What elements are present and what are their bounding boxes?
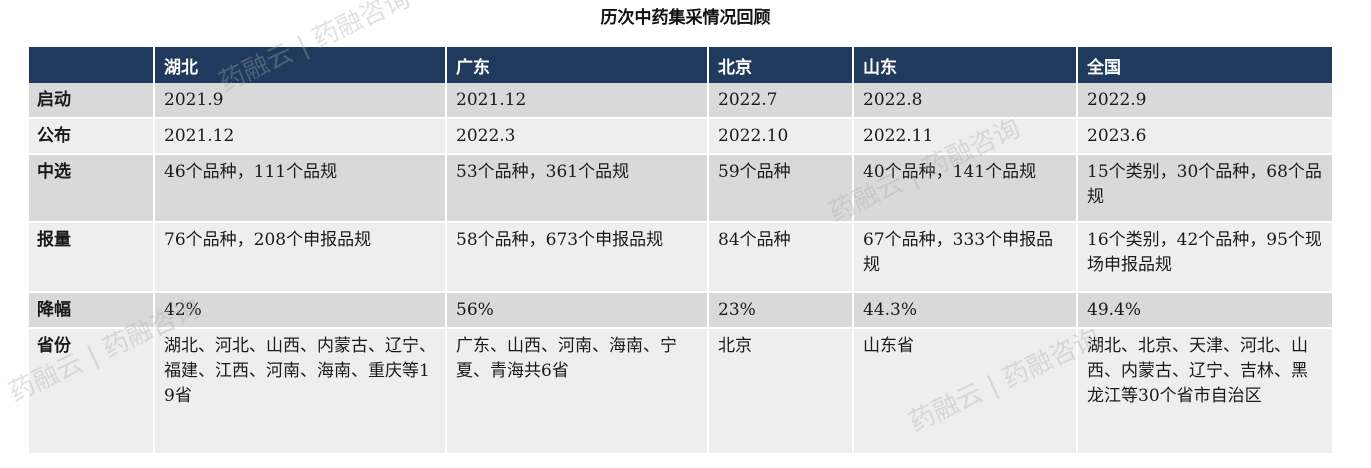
- table-cell: 15个类别，30个品种，68个品规: [1077, 154, 1334, 223]
- header-shandong: 山东: [853, 47, 1078, 83]
- table-cell: 山东省: [853, 328, 1078, 455]
- table-cell: 42%: [154, 292, 447, 329]
- row-label-start: 启动: [29, 83, 155, 119]
- row-label-reduction: 降幅: [29, 292, 155, 329]
- table-cell: 46个品种，111个品规: [154, 154, 447, 223]
- row-label-publish: 公布: [29, 118, 155, 155]
- procurement-table: 湖北 广东 北京 山东 全国 启动 2021.9 2021.12 2022.7 …: [29, 47, 1334, 455]
- header-guangdong: 广东: [446, 47, 709, 83]
- row-label-selected: 中选: [29, 154, 155, 223]
- table-cell: 56%: [446, 292, 709, 329]
- table-cell: 2021.9: [154, 83, 447, 119]
- table-cell: 67个品种，333个申报品规: [853, 222, 1078, 293]
- table-cell: 59个品种: [708, 154, 854, 223]
- table-cell: 2021.12: [154, 118, 447, 155]
- header-national: 全国: [1077, 47, 1334, 83]
- table-cell: 2021.12: [446, 83, 709, 119]
- table-cell: 76个品种，208个申报品规: [154, 222, 447, 293]
- row-label-reported: 报量: [29, 222, 155, 293]
- table-cell: 湖北、河北、山西、内蒙古、辽宁、福建、江西、河南、海南、重庆等19省: [154, 328, 447, 455]
- header-row: 湖北 广东 北京 山东 全国: [29, 47, 1334, 83]
- header-beijing: 北京: [708, 47, 854, 83]
- table-cell: 53个品种，361个品规: [446, 154, 709, 223]
- table-title: 历次中药集采情况回顾: [600, 8, 771, 28]
- header-corner: [29, 47, 155, 83]
- table-row: 中选 46个品种，111个品规 53个品种，361个品规 59个品种 40个品种…: [29, 154, 1334, 223]
- table-cell: 2022.10: [708, 118, 854, 155]
- table-row: 省份 湖北、河北、山西、内蒙古、辽宁、福建、江西、河南、海南、重庆等19省 广东…: [29, 328, 1334, 455]
- table-row: 公布 2021.12 2022.3 2022.10 2022.11 2023.6: [29, 118, 1334, 155]
- row-label-provinces: 省份: [29, 328, 155, 455]
- table-cell: 2022.9: [1077, 83, 1334, 119]
- table-cell: 44.3%: [853, 292, 1078, 329]
- table-cell: 2022.11: [853, 118, 1078, 155]
- table-cell: 84个品种: [708, 222, 854, 293]
- table-cell: 2023.6: [1077, 118, 1334, 155]
- table-cell: 16个类别，42个品种，95个现场申报品规: [1077, 222, 1334, 293]
- table-cell: 湖北、北京、天津、河北、山西、内蒙古、辽宁、吉林、黑龙江等30个省市自治区: [1077, 328, 1334, 455]
- table-cell: 49.4%: [1077, 292, 1334, 329]
- table-row: 降幅 42% 56% 23% 44.3% 49.4%: [29, 292, 1334, 329]
- table-cell: 58个品种，673个申报品规: [446, 222, 709, 293]
- table-row: 启动 2021.9 2021.12 2022.7 2022.8 2022.9: [29, 83, 1334, 119]
- table-cell: 40个品种，141个品规: [853, 154, 1078, 223]
- table-cell: 北京: [708, 328, 854, 455]
- header-hubei: 湖北: [154, 47, 447, 83]
- table-cell: 2022.8: [853, 83, 1078, 119]
- table-cell: 23%: [708, 292, 854, 329]
- table-row: 报量 76个品种，208个申报品规 58个品种，673个申报品规 84个品种 6…: [29, 222, 1334, 293]
- table-cell: 2022.7: [708, 83, 854, 119]
- table-cell: 广东、山西、河南、海南、宁夏、青海共6省: [446, 328, 709, 455]
- table-cell: 2022.3: [446, 118, 709, 155]
